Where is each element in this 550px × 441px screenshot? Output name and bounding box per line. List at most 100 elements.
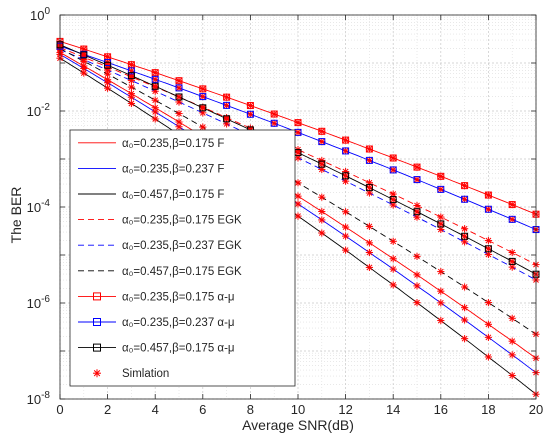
legend-label: α₀=0.235,β=0.237 F: [122, 163, 224, 175]
simulation-point: [199, 85, 207, 93]
asterisk-stroke: [271, 120, 278, 127]
asterisk-stroke: [461, 335, 468, 342]
simulation-point: [389, 265, 397, 273]
simulation-point: [437, 172, 445, 180]
simulation-point: [342, 208, 350, 216]
asterisk-stroke: [509, 249, 516, 256]
asterisk-stroke: [437, 186, 444, 193]
simulation-point: [104, 79, 112, 87]
square-marker: [175, 93, 183, 101]
x-tick-label: 6: [199, 402, 206, 417]
asterisk-stroke: [414, 299, 420, 306]
asterisk-stroke: [342, 137, 349, 144]
asterisk-stroke: [414, 164, 420, 171]
asterisk-stroke: [342, 247, 349, 254]
simulation-point: [413, 163, 421, 171]
simulation-point: [342, 246, 350, 254]
square-marker: [461, 232, 469, 240]
asterisk-stroke: [342, 178, 349, 185]
asterisk-stroke: [485, 192, 492, 198]
asterisk-stroke: [318, 128, 325, 135]
asterisk-stroke: [437, 214, 444, 220]
square-marker: [437, 185, 445, 193]
legend-label: α₀=0.235,β=0.237 α-μ: [122, 317, 235, 329]
asterisk-stroke: [152, 69, 159, 76]
simulation-point: [270, 119, 278, 127]
square-marker: [151, 82, 159, 90]
simulation-point: [437, 287, 445, 295]
y-tick-label: 10-8: [27, 390, 51, 407]
asterisk-stroke: [461, 238, 468, 245]
simulation-point: [151, 69, 159, 77]
series-line-b1: [59, 47, 537, 266]
legend-square-marker: [93, 292, 101, 301]
simulation-point: [175, 77, 183, 85]
simulation-point: [294, 192, 302, 200]
asterisk-stroke: [295, 193, 301, 200]
simulation-point: [413, 271, 421, 279]
legend-box: [69, 129, 296, 387]
asterisk-stroke: [509, 372, 516, 379]
asterisk-stroke: [247, 111, 254, 118]
asterisk-stroke: [509, 201, 516, 208]
asterisk-stroke: [366, 157, 373, 164]
simulation-point: [151, 108, 159, 116]
asterisk-stroke: [390, 167, 397, 173]
asterisk-stroke: [295, 213, 301, 220]
simulation-point: [175, 109, 183, 118]
asterisk-stroke: [128, 100, 135, 107]
simulation-point: [413, 252, 421, 260]
asterisk-stroke: [80, 52, 87, 58]
simulation-point: [80, 69, 88, 77]
asterisk-stroke: [461, 196, 468, 203]
simulation-point: [365, 184, 373, 192]
simulation-point: [246, 101, 254, 110]
simulation-point: [365, 222, 373, 231]
square-marker: [437, 220, 445, 228]
simulation-point: [389, 281, 397, 289]
asterisk-stroke: [318, 194, 325, 201]
asterisk-stroke: [509, 216, 516, 223]
simulation-point: [461, 304, 469, 312]
simulation-point: [389, 237, 397, 245]
simulation-point: [461, 316, 469, 324]
simulation-point: [461, 182, 469, 190]
square-marker: [318, 127, 326, 135]
square-marker: [175, 84, 183, 92]
simulation-point: [461, 283, 469, 291]
asterisk-stroke: [437, 299, 444, 306]
simulation-point: [508, 248, 516, 257]
asterisk-stroke: [461, 182, 468, 189]
simulation-point: [365, 248, 373, 257]
simulation-point: [413, 299, 421, 307]
simulation-point: [508, 215, 516, 223]
legend-entry: α₀=0.457,β=0.175 F: [78, 189, 224, 201]
simulation-point: [508, 314, 516, 322]
asterisk-stroke: [342, 233, 349, 240]
legend-entry: α₀=0.235,β=0.175 F: [78, 138, 224, 150]
x-tick-label: 8: [247, 402, 254, 417]
simulation-point: [365, 156, 373, 164]
asterisk-stroke: [366, 184, 373, 191]
simulation-point: [318, 207, 326, 216]
simulation-point: [437, 185, 445, 193]
asterisk-stroke: [390, 238, 397, 245]
asterisk-stroke: [390, 191, 397, 197]
square-marker: [508, 257, 516, 265]
square-marker: [246, 102, 254, 110]
square-marker: [199, 93, 207, 101]
simulation-point: [318, 216, 326, 224]
asterisk-stroke: [437, 221, 444, 227]
asterisk-stroke: [80, 65, 87, 72]
square-marker: [484, 205, 492, 213]
x-tick-label: 4: [152, 402, 159, 417]
asterisk-stroke: [295, 149, 301, 156]
legend-entry: α₀=0.235,β=0.237 F: [78, 163, 224, 175]
asterisk-stroke: [366, 223, 373, 230]
asterisk-stroke: [390, 282, 397, 288]
asterisk-stroke: [223, 115, 230, 122]
legend-square-marker: [93, 318, 101, 326]
asterisk-stroke: [509, 264, 516, 271]
simulation-point: [342, 172, 350, 180]
simulation-point: [461, 335, 469, 343]
